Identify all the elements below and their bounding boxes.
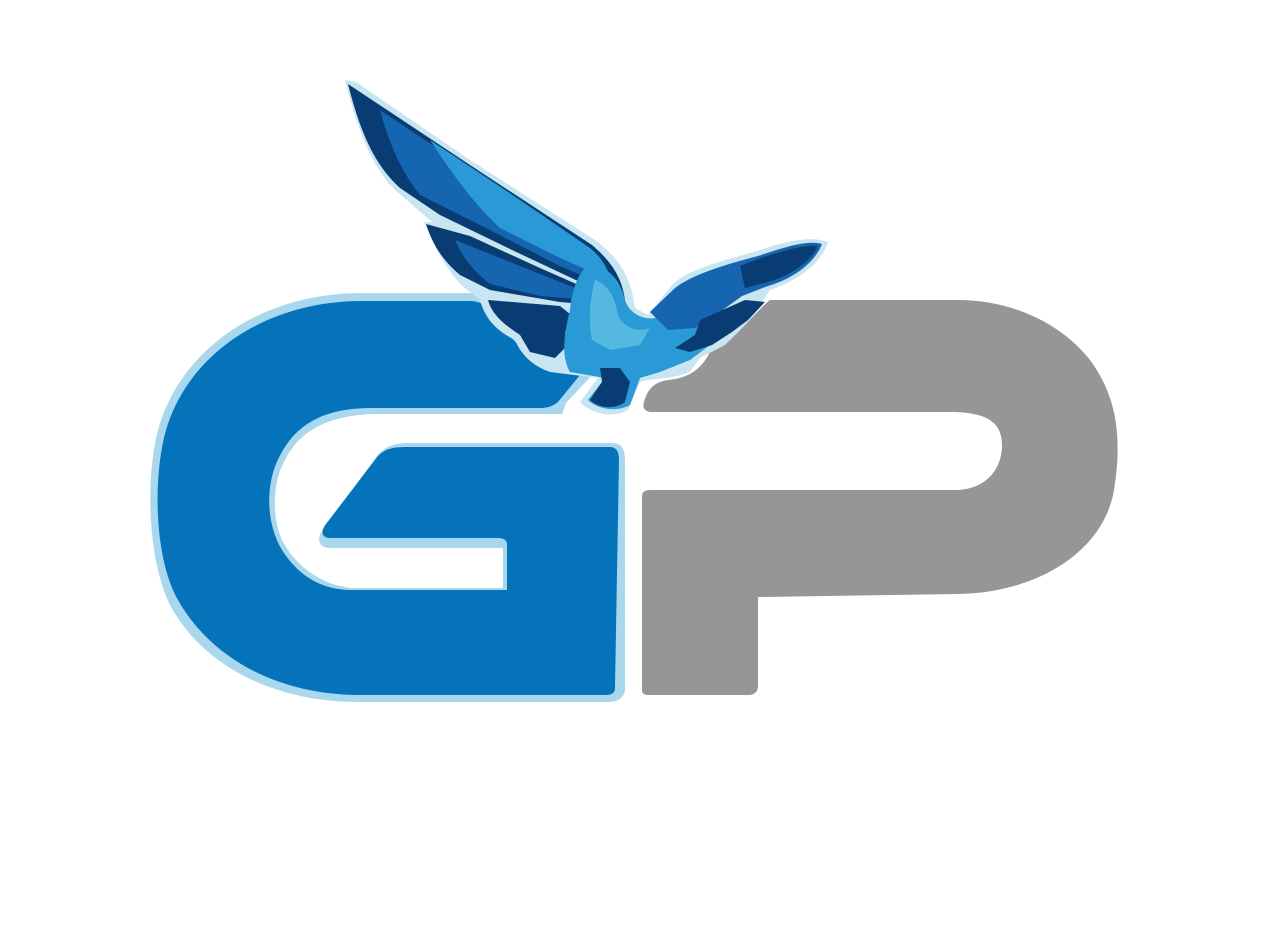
bird-icon <box>345 80 828 415</box>
bird-tail <box>590 368 630 408</box>
bird-upper-wing-light <box>430 140 610 280</box>
letter-p-fill <box>642 300 1118 695</box>
bird-right-feathers <box>675 300 765 352</box>
bird-right-wing-dark <box>740 245 818 288</box>
letter-g <box>150 293 625 702</box>
bird-body-highlight <box>589 280 650 350</box>
letter-p <box>642 300 1118 695</box>
letter-g-fill <box>157 301 619 695</box>
bird-left-feathers <box>488 300 575 358</box>
bird-lower-wing-mid <box>455 240 588 300</box>
